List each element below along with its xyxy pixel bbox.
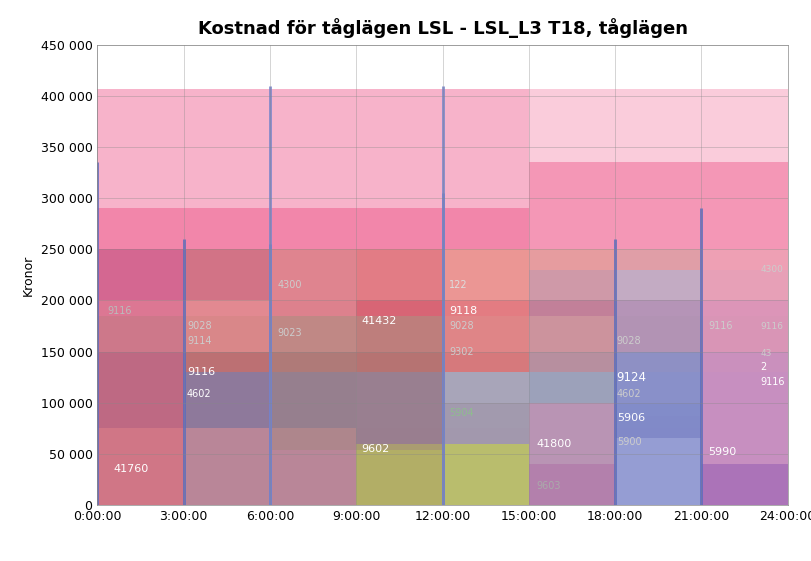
- Bar: [528, 163, 787, 505]
- Bar: [97, 209, 528, 505]
- Bar: [97, 316, 356, 505]
- Text: 9116: 9116: [107, 306, 131, 316]
- Text: 5990: 5990: [708, 447, 736, 457]
- Text: 122: 122: [448, 280, 467, 290]
- Bar: [183, 301, 356, 352]
- Bar: [183, 372, 528, 505]
- Text: 9028: 9028: [448, 321, 473, 331]
- Bar: [701, 249, 787, 464]
- Text: 41760: 41760: [114, 464, 148, 474]
- Text: 9028: 9028: [187, 321, 212, 331]
- Text: 9302: 9302: [448, 347, 473, 357]
- Bar: [442, 316, 615, 403]
- Bar: [183, 316, 701, 505]
- Text: 9028: 9028: [616, 337, 641, 346]
- Text: 9116: 9116: [187, 367, 215, 377]
- Text: 5904: 5904: [448, 408, 473, 418]
- Bar: [528, 270, 787, 505]
- Text: 4300: 4300: [277, 280, 302, 290]
- Text: 4602: 4602: [187, 389, 212, 399]
- Text: 2: 2: [760, 362, 766, 372]
- Bar: [183, 316, 442, 505]
- Bar: [528, 270, 787, 505]
- Bar: [528, 316, 787, 505]
- Bar: [269, 316, 442, 352]
- Bar: [701, 249, 787, 464]
- Text: 9114: 9114: [187, 337, 211, 346]
- Bar: [701, 249, 787, 352]
- Bar: [528, 403, 615, 464]
- Text: 41800: 41800: [536, 439, 571, 449]
- Bar: [615, 439, 701, 505]
- Bar: [615, 372, 787, 505]
- Bar: [97, 301, 269, 352]
- Bar: [356, 249, 528, 372]
- Text: 4300: 4300: [760, 265, 783, 274]
- Text: 9116: 9116: [708, 321, 732, 331]
- Bar: [701, 249, 787, 505]
- Text: 41432: 41432: [361, 316, 396, 326]
- Text: 9116: 9116: [760, 321, 783, 330]
- Bar: [97, 428, 787, 505]
- Text: 5900: 5900: [616, 436, 641, 447]
- Bar: [442, 301, 701, 352]
- Bar: [97, 428, 356, 505]
- Text: 9124: 9124: [616, 371, 646, 384]
- Bar: [97, 428, 356, 505]
- Bar: [269, 316, 442, 450]
- Bar: [528, 464, 615, 505]
- Bar: [183, 249, 356, 372]
- Text: 9118: 9118: [448, 306, 477, 316]
- Bar: [97, 249, 787, 505]
- Text: 9602: 9602: [361, 444, 388, 454]
- Text: 43: 43: [760, 349, 771, 358]
- Bar: [442, 316, 615, 505]
- Bar: [442, 249, 615, 372]
- Bar: [356, 444, 528, 505]
- Text: 9116: 9116: [760, 377, 784, 387]
- Bar: [442, 249, 787, 301]
- Bar: [97, 249, 787, 505]
- Bar: [615, 416, 701, 505]
- Bar: [183, 249, 701, 505]
- Text: 5906: 5906: [616, 413, 644, 423]
- Bar: [701, 464, 787, 505]
- Y-axis label: Kronor: Kronor: [22, 254, 35, 296]
- Title: Kostnad för tåglägen LSL - LSL_L3 T18, tåglägen: Kostnad för tåglägen LSL - LSL_L3 T18, t…: [197, 18, 687, 38]
- Bar: [615, 270, 701, 416]
- Text: 9023: 9023: [277, 328, 302, 338]
- Bar: [442, 403, 615, 505]
- Bar: [97, 89, 528, 505]
- Bar: [528, 403, 701, 505]
- Text: 9603: 9603: [536, 481, 560, 491]
- Bar: [269, 249, 442, 301]
- Text: 4602: 4602: [616, 389, 641, 399]
- Bar: [615, 316, 787, 505]
- Bar: [97, 249, 787, 505]
